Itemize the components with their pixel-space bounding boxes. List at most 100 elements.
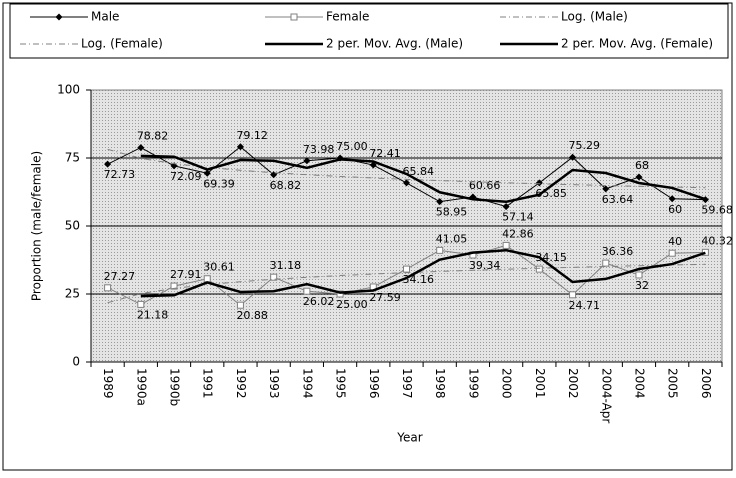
data-label: 30.61: [203, 261, 235, 274]
x-tick-label: 1995: [334, 368, 348, 399]
data-label: 21.18: [137, 308, 169, 321]
marker: [701, 248, 709, 256]
data-label: 65.85: [535, 187, 567, 200]
data-label: 20.88: [236, 309, 268, 322]
data-label: 34.16: [403, 273, 435, 286]
x-tick-label: 2006: [699, 368, 713, 399]
x-tick-label: 1992: [234, 368, 248, 399]
data-label: 41.05: [436, 232, 468, 245]
marker: [170, 282, 178, 290]
data-label: 32: [635, 279, 649, 292]
x-tick-label: 1990b: [168, 368, 182, 406]
legend-box: [9, 3, 729, 59]
data-label: 24.71: [569, 299, 601, 312]
x-tick-label: 1993: [267, 368, 281, 399]
marker: [336, 290, 344, 298]
marker: [535, 179, 543, 187]
data-label: 72.09: [170, 170, 202, 183]
x-axis-label: Year: [396, 431, 422, 445]
y-tick-label: 100: [57, 83, 80, 97]
marker: [635, 173, 643, 181]
x-tick-label: 1991: [201, 368, 215, 399]
data-label: 57.14: [502, 211, 534, 224]
series-line: [140, 154, 706, 204]
marker: [668, 195, 676, 203]
marker: [436, 246, 444, 254]
x-tick-label: 2004-Apr: [599, 368, 613, 423]
data-label: 65.84: [403, 165, 435, 178]
marker: [203, 169, 211, 177]
data-label: 60.66: [469, 179, 501, 192]
data-label: 75.29: [569, 139, 601, 152]
data-label: 79.12: [236, 129, 268, 142]
legend-label: Log. (Male): [561, 10, 628, 24]
marker: [502, 203, 510, 211]
data-label: 68: [635, 159, 649, 172]
x-tick-label: 2001: [533, 368, 547, 399]
x-tick-label: 2005: [666, 368, 680, 399]
data-label: 73.98: [303, 143, 335, 156]
data-label: 75.00: [336, 140, 368, 153]
y-axis-label: Proportion (male/female): [30, 151, 44, 301]
data-label: 25.00: [336, 298, 368, 311]
marker: [403, 265, 410, 273]
y-tick-label: 50: [65, 219, 80, 233]
marker: [203, 275, 211, 283]
marker: [290, 13, 298, 21]
data-label: 60: [668, 203, 682, 216]
marker: [55, 13, 63, 21]
data-label: 27.27: [104, 270, 135, 283]
marker: [303, 157, 311, 165]
data-label: 68.82: [270, 179, 302, 192]
data-label: 36.36: [602, 245, 634, 258]
marker: [602, 259, 610, 267]
data-label: 63.64: [602, 193, 634, 206]
y-tick-label: 0: [72, 355, 80, 369]
data-label: 26.02: [303, 295, 335, 308]
data-label: 27.59: [369, 291, 401, 304]
data-label: 72.73: [104, 168, 135, 181]
marker: [436, 198, 444, 206]
marker: [270, 273, 278, 281]
marker: [104, 284, 112, 292]
data-label: 40: [668, 235, 682, 248]
x-tick-label: 2002: [566, 368, 580, 399]
marker: [137, 144, 145, 152]
data-label: 42.86: [502, 227, 534, 240]
x-tick-label: 1997: [400, 368, 414, 399]
x-tick-label: 1990a: [134, 368, 148, 406]
data-label: 27.91: [170, 268, 202, 281]
y-tick-label: 75: [65, 151, 80, 165]
series-line: [140, 248, 706, 298]
marker: [635, 271, 643, 279]
legend-label: Log. (Female): [81, 37, 163, 51]
marker: [236, 143, 244, 151]
legend-label: 2 per. Mov. Avg. (Male): [326, 37, 463, 51]
x-tick-label: 1996: [367, 368, 381, 399]
marker: [602, 185, 610, 193]
x-tick-label: 1998: [433, 368, 447, 399]
data-label: 40.32: [701, 234, 733, 247]
data-label: 58.95: [436, 206, 468, 219]
x-tick-label: 1999: [466, 368, 480, 399]
data-label: 72.41: [369, 147, 401, 160]
data-label: 78.82: [137, 130, 169, 143]
marker: [569, 153, 577, 161]
x-tick-label: 1989: [101, 368, 115, 399]
marker: [502, 241, 510, 249]
series-line: [107, 148, 706, 189]
x-tick-label: 1994: [300, 368, 314, 399]
y-tick-label: 25: [65, 287, 80, 301]
marker: [403, 179, 410, 187]
marker: [668, 249, 676, 257]
legend-label: Female: [326, 10, 369, 24]
marker: [535, 265, 543, 273]
x-tick-label: 2000: [500, 368, 514, 399]
data-label: 31.18: [270, 259, 302, 272]
data-label: 69.39: [203, 177, 235, 190]
marker: [569, 291, 577, 299]
series-line: [107, 263, 706, 304]
legend-label: 2 per. Mov. Avg. (Female): [561, 37, 713, 51]
marker: [303, 287, 311, 295]
